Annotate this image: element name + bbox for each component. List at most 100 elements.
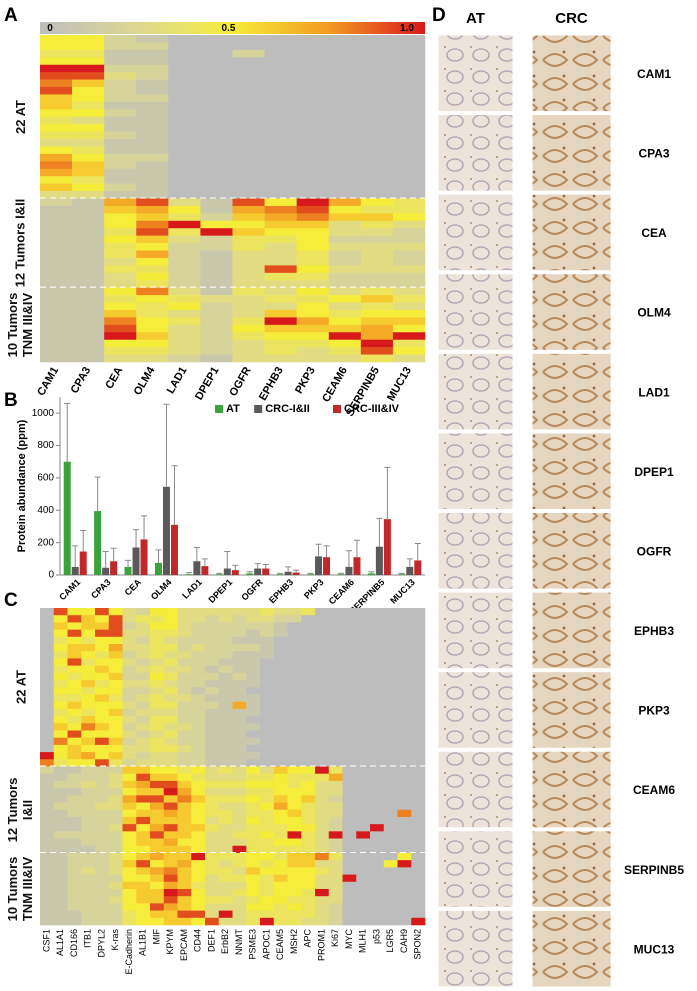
heatmap-cell <box>232 773 247 782</box>
heatmap-cell <box>232 347 265 355</box>
heatmap-cell <box>301 795 316 803</box>
heatmap-cell <box>397 716 412 724</box>
heatmap-cell <box>296 161 330 170</box>
heatmap-cell <box>260 896 275 904</box>
heatmap-cell <box>122 723 137 731</box>
heatmap-cell <box>301 629 316 638</box>
heatmap-cell <box>136 831 151 839</box>
column-label: APOC1 <box>261 929 271 960</box>
heatmap-cell <box>328 220 362 229</box>
legend-swatch <box>215 405 223 413</box>
heatmap-cell <box>177 629 192 638</box>
heatmap-cell <box>328 265 362 274</box>
heatmap-cell <box>246 788 261 796</box>
heatmap-cell <box>397 860 412 868</box>
heatmap-cell <box>328 658 343 666</box>
heatmap-cell <box>168 213 201 222</box>
heatmap-cell <box>136 280 169 288</box>
heatmap-cell <box>328 198 362 207</box>
heatmap-cell <box>342 636 357 645</box>
heatmap-cell <box>328 888 343 897</box>
heatmap-cell <box>40 795 55 803</box>
heatmap-cell <box>205 629 220 638</box>
heatmap-cell <box>296 213 330 222</box>
heatmap-cell <box>370 752 385 760</box>
heatmap-cell <box>264 347 297 355</box>
heatmap-cell <box>397 809 412 818</box>
heatmap-cell <box>40 867 55 875</box>
heatmap-cell <box>246 824 261 832</box>
heatmap-cell <box>218 658 233 666</box>
error-bar <box>368 571 375 574</box>
heatmap-cell <box>72 72 105 80</box>
heatmap-cell <box>411 838 426 847</box>
heatmap-cell <box>296 324 330 333</box>
heatmap-cell <box>232 213 265 222</box>
heatmap-cell <box>232 651 247 659</box>
heatmap-cell <box>246 665 261 674</box>
heatmap-cell <box>273 809 288 818</box>
heatmap-cell <box>40 168 73 177</box>
heatmap-cell <box>200 272 233 281</box>
heatmap-cell <box>328 72 362 80</box>
heatmap-cell <box>301 816 316 825</box>
heatmap-cell <box>342 896 357 904</box>
heatmap-cell <box>108 903 123 911</box>
heatmap-cell <box>40 250 73 259</box>
heatmap-cell <box>163 694 178 702</box>
heatmap-cell <box>392 176 426 184</box>
heatmap-cell <box>150 680 165 688</box>
heatmap-cell <box>356 838 371 847</box>
heatmap-cell <box>315 852 330 861</box>
heatmap-cell <box>232 139 265 147</box>
heatmap-cell <box>273 780 288 789</box>
heatmap-cell <box>328 280 362 288</box>
heatmap-cell <box>67 644 82 652</box>
heatmap-cell <box>218 831 233 839</box>
heatmap-cell <box>168 116 201 125</box>
heatmap-cell <box>315 874 330 883</box>
heatmap-cell <box>72 213 105 222</box>
heatmap-cell <box>356 896 371 904</box>
heatmap-cell <box>411 788 426 796</box>
heatmap-cell <box>67 759 82 767</box>
column-label: LAD1 <box>165 365 190 396</box>
heatmap-cell <box>81 658 96 666</box>
heatmap-cell <box>177 687 192 695</box>
heatmap-cell <box>370 838 385 847</box>
heatmap-cell <box>67 665 82 674</box>
heatmap-cell <box>136 347 169 355</box>
heatmap-cell <box>136 888 151 897</box>
heatmap-cell <box>232 109 265 118</box>
heatmap-cell <box>397 665 412 674</box>
heatmap-cell <box>246 701 261 710</box>
heatmap-cell <box>95 852 110 861</box>
heatmap-cell <box>104 131 137 140</box>
heatmap-cell <box>122 809 137 818</box>
heatmap-cell <box>273 651 288 659</box>
heatmap-cell <box>177 896 192 904</box>
heatmap-cell <box>200 153 233 162</box>
heatmap-cell <box>356 723 371 731</box>
heatmap-cell <box>328 723 343 731</box>
heatmap-cell <box>328 317 362 326</box>
heatmap-cell <box>392 49 426 58</box>
bar <box>102 567 110 575</box>
heatmap-cell <box>40 694 55 702</box>
heatmap-cell <box>356 759 371 767</box>
heatmap-cell <box>53 831 68 839</box>
heatmap-cell <box>342 780 357 789</box>
heatmap-cell <box>356 737 371 746</box>
error-bar <box>110 547 117 562</box>
heatmap-cell <box>356 788 371 796</box>
heatmap-cell <box>163 615 178 623</box>
heatmap-cell <box>273 730 288 738</box>
heatmap-cell <box>370 917 385 926</box>
heatmap-cell <box>232 708 247 717</box>
heatmap-cell <box>177 773 192 782</box>
heatmap-cell <box>177 615 192 623</box>
error-bar <box>293 569 300 573</box>
heatmap-cell <box>163 752 178 760</box>
heatmap-cell <box>177 845 192 854</box>
bar <box>383 519 391 575</box>
